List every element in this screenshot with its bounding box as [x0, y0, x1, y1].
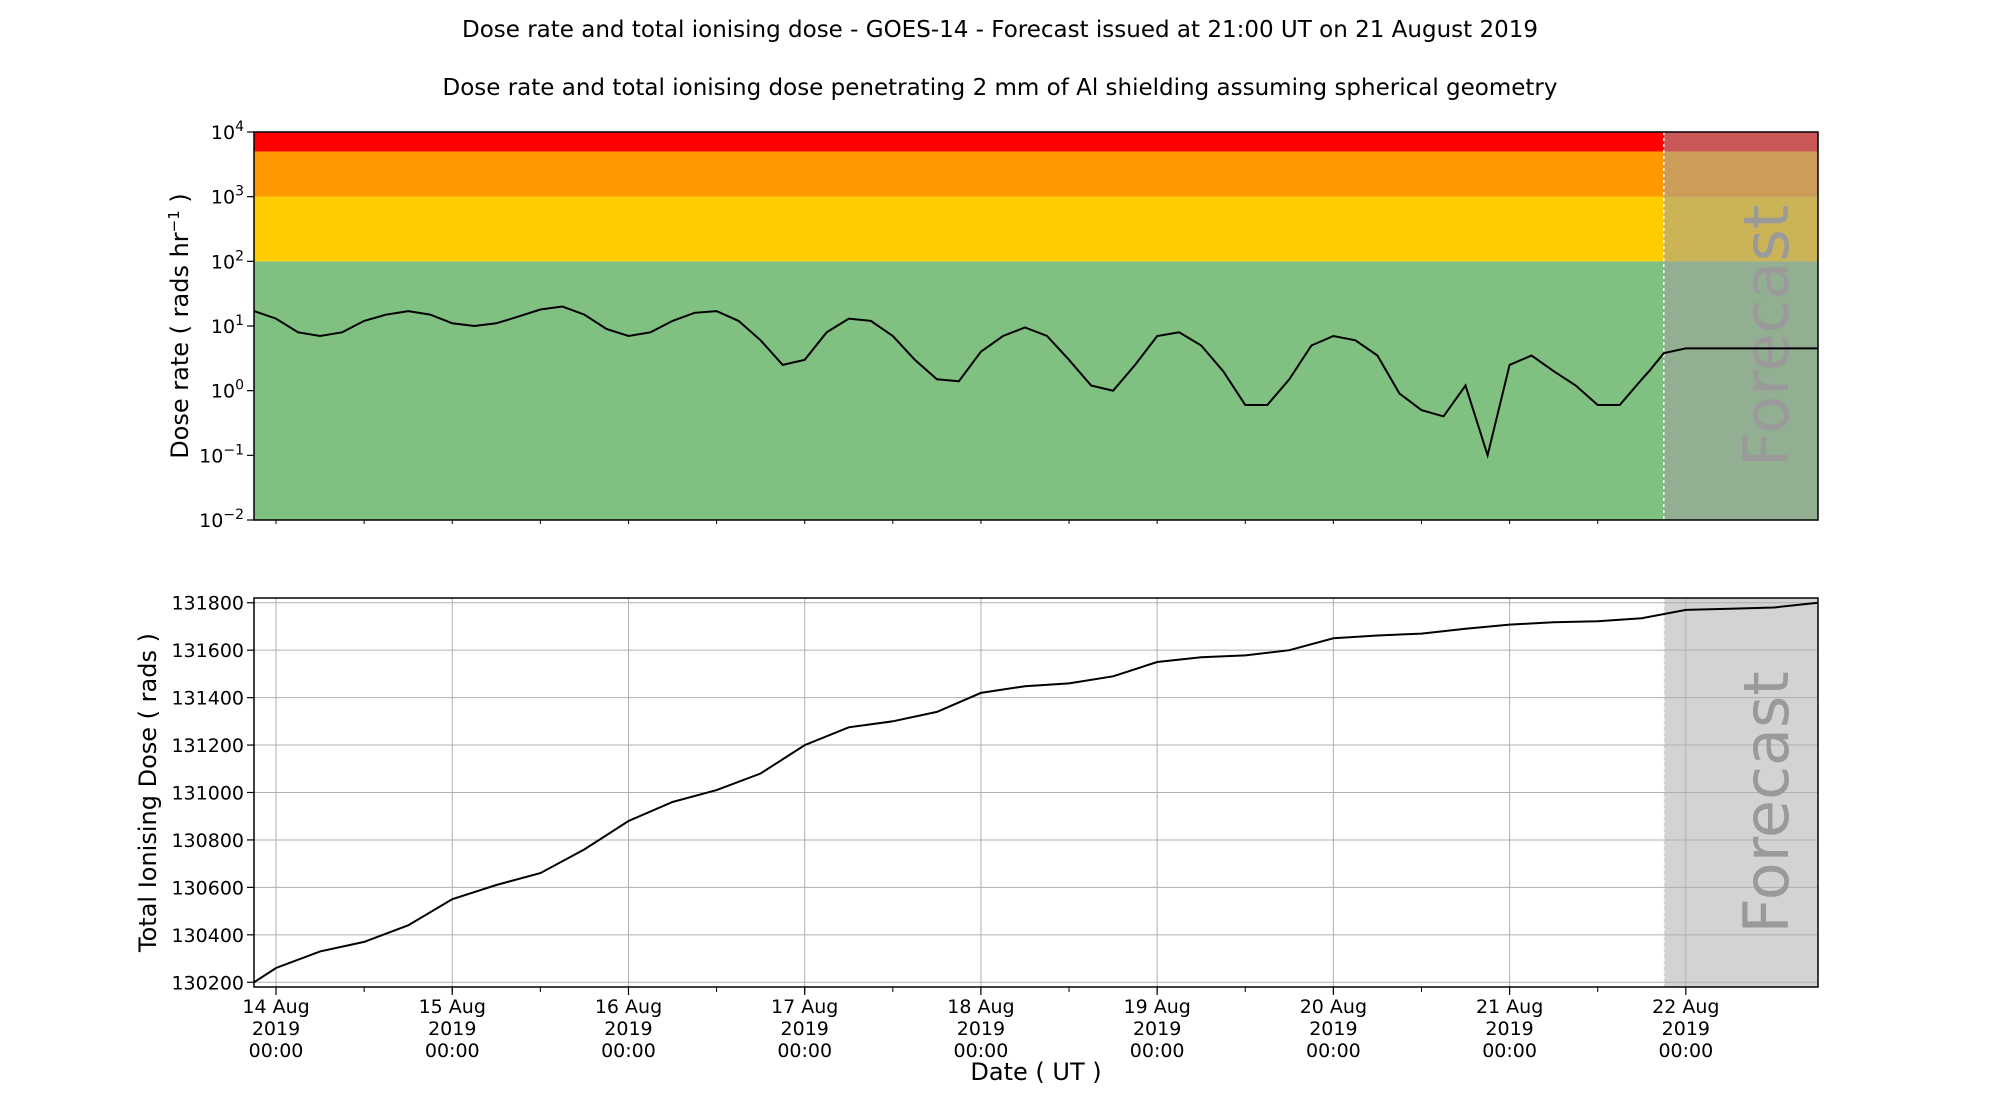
total-dose-grid — [254, 598, 1818, 987]
total-dose-y-axis-label: Total Ionising Dose ( rads ) — [134, 633, 162, 953]
y-tick-label: 131200 — [171, 735, 244, 757]
threshold-bands — [254, 132, 1818, 520]
y-tick-label: 10−1 — [199, 442, 244, 467]
y-tick-label: 131600 — [171, 640, 244, 662]
chart-title: Dose rate and total ionising dose - GOES… — [461, 17, 1538, 43]
y-tick-label: 100 — [211, 378, 244, 403]
x-tick-label: 2019 — [1485, 1018, 1533, 1040]
x-tick-label: 2019 — [428, 1018, 476, 1040]
x-tick-label: 2019 — [957, 1018, 1005, 1040]
y-tick-label: 101 — [211, 313, 244, 338]
forecast-shade — [1663, 132, 1818, 520]
y-tick-label: 130800 — [171, 830, 244, 852]
y-tick-exponent: 1 — [235, 313, 244, 329]
y-tick-label: 10−2 — [199, 507, 244, 532]
x-tick-label: 00:00 — [1306, 1040, 1361, 1062]
y-tick-base: 10 — [199, 445, 223, 467]
x-tick-label: 00:00 — [601, 1040, 656, 1062]
y-tick-base: 10 — [211, 122, 235, 144]
y-label-end: ) — [166, 193, 194, 210]
x-tick-label: 15 Aug — [419, 996, 486, 1018]
x-tick-label: 18 Aug — [947, 996, 1014, 1018]
x-tick-label: 2019 — [1133, 1018, 1181, 1040]
x-tick-label: 2019 — [252, 1018, 300, 1040]
y-tick-label: 102 — [211, 248, 244, 273]
y-tick-label: 131800 — [171, 593, 244, 615]
x-tick-label: 00:00 — [1482, 1040, 1537, 1062]
y-tick-base: 10 — [211, 251, 235, 273]
y-tick-label: 131000 — [171, 783, 244, 805]
y-label-sup: −1 — [165, 210, 183, 232]
x-tick-label: 14 Aug — [242, 996, 309, 1018]
x-tick-label: 17 Aug — [771, 996, 838, 1018]
threshold-band — [254, 261, 1818, 520]
x-tick-label: 00:00 — [777, 1040, 832, 1062]
threshold-band — [254, 196, 1818, 262]
x-tick-label: 22 Aug — [1652, 996, 1719, 1018]
y-tick-label: 130600 — [171, 877, 244, 899]
x-tick-label: 00:00 — [249, 1040, 304, 1062]
y-tick-label: 104 — [211, 119, 244, 144]
y-tick-label: 131400 — [171, 688, 244, 710]
y-tick-exponent: 2 — [235, 248, 244, 264]
x-tick-label: 2019 — [1309, 1018, 1357, 1040]
y-tick-exponent: −2 — [223, 507, 244, 523]
y-tick-label: 130400 — [171, 925, 244, 947]
dose-rate-x-ticks — [275, 520, 1599, 524]
x-tick-label: 20 Aug — [1300, 996, 1367, 1018]
y-tick-exponent: 0 — [235, 378, 244, 394]
y-tick-base: 10 — [211, 316, 235, 338]
y-tick-exponent: 3 — [235, 184, 244, 200]
x-tick-label: 00:00 — [954, 1040, 1009, 1062]
x-tick-label: 2019 — [1662, 1018, 1710, 1040]
y-tick-base: 10 — [199, 510, 223, 532]
y-label-base: Dose rate ( rads hr — [166, 232, 194, 459]
y-tick-label: 103 — [211, 184, 244, 209]
x-tick-label: 00:00 — [425, 1040, 480, 1062]
threshold-band — [254, 151, 1818, 197]
x-tick-label: 00:00 — [1130, 1040, 1185, 1062]
x-tick-label: 16 Aug — [595, 996, 662, 1018]
y-tick-label: 130200 — [171, 972, 244, 994]
x-tick-label: 21 Aug — [1476, 996, 1543, 1018]
x-tick-label: 19 Aug — [1123, 996, 1190, 1018]
x-axis-label: Date ( UT ) — [970, 1058, 1101, 1086]
chart-subtitle: Dose rate and total ionising dose penetr… — [442, 75, 1558, 101]
x-tick-label: 2019 — [781, 1018, 829, 1040]
dose-rate-y-axis-label: Dose rate ( rads hr−1 ) — [165, 193, 194, 459]
y-tick-base: 10 — [211, 187, 235, 209]
threshold-band — [254, 132, 1818, 152]
forecast-label: Forecast — [1730, 205, 1803, 467]
y-tick-base: 10 — [211, 381, 235, 403]
total-dose-series-line — [253, 601, 1819, 984]
total-dose-y-ticks: 130200 130400 130600 130800 131000 131200 1314… — [171, 593, 254, 994]
forecast-label: Forecast — [1730, 671, 1803, 933]
x-tick-label: 2019 — [604, 1018, 652, 1040]
y-tick-exponent: 4 — [235, 119, 244, 135]
dose-rate-series-line — [253, 305, 1818, 460]
x-tick-label: 00:00 — [1658, 1040, 1713, 1062]
y-tick-exponent: −1 — [223, 442, 244, 458]
